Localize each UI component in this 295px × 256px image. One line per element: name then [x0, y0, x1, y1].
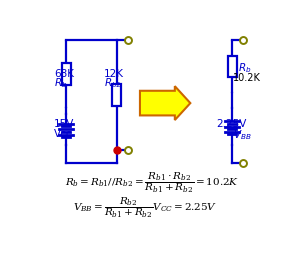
Text: 68K: 68K: [54, 69, 74, 79]
Bar: [227, 56, 237, 77]
Text: $R_b = R_{b1}//R_{b2} = \dfrac{R_{b1} \cdot R_{b2}}{R_{b1}+R_{b2}} = 10.2K$: $R_b = R_{b1}//R_{b2} = \dfrac{R_{b1} \c…: [65, 171, 239, 195]
Text: 15V: 15V: [54, 119, 74, 129]
Text: 10.2K: 10.2K: [233, 73, 261, 83]
Bar: [112, 84, 121, 106]
Text: $R_{b2}$: $R_{b2}$: [104, 76, 122, 90]
Text: $R_b$: $R_b$: [54, 76, 67, 90]
Text: 12K: 12K: [104, 69, 124, 79]
Text: Vcc: Vcc: [54, 129, 73, 139]
Text: $R_b$: $R_b$: [237, 61, 251, 75]
Bar: [62, 63, 71, 85]
Text: 2.25V: 2.25V: [217, 119, 247, 129]
Text: $V_{BB}$: $V_{BB}$: [233, 129, 252, 142]
Text: $V_{BB} = \dfrac{R_{b2}}{R_{b1}+R_{b2}}V_{CC} = 2.25V$: $V_{BB} = \dfrac{R_{b2}}{R_{b1}+R_{b2}}V…: [73, 196, 217, 220]
Polygon shape: [140, 86, 190, 120]
